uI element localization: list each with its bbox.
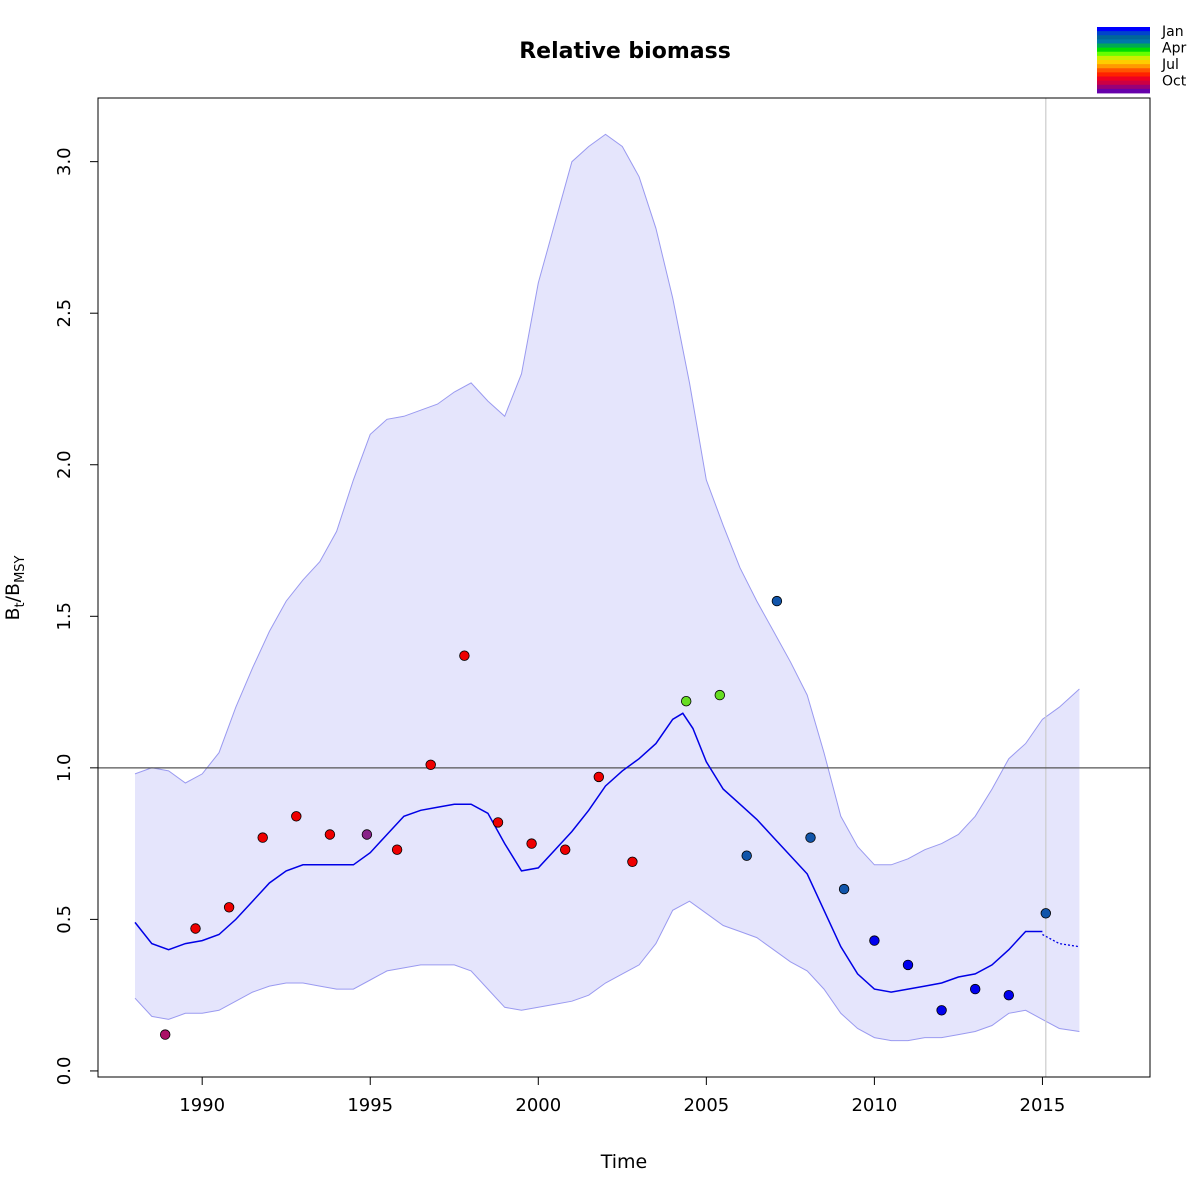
observation-point [325,830,335,840]
observation-point [870,936,880,946]
x-tick-label: 1995 [347,1095,393,1116]
plot-area [98,98,1150,1077]
legend-color-swatch [1097,27,1150,32]
y-axis: 0.0 0.5 1.0 1.5 2.0 2.5 3.0 [54,147,98,1085]
x-axis: 1990 1995 2000 2005 2010 2015 [179,1077,1065,1116]
x-tick-label: 2000 [515,1095,561,1116]
observation-point [362,830,372,840]
y-tick-label: 2.5 [54,299,75,328]
legend-color-swatch [1097,35,1150,40]
observation-point [493,818,503,828]
legend-label: Oct [1162,74,1187,90]
observation-point [1004,990,1014,1000]
legend-color-swatch [1097,85,1150,90]
y-tick-label: 2.0 [54,450,75,479]
legend-color-swatch [1097,89,1150,94]
legend-color-swatch [1097,52,1150,57]
x-axis-title: Time [600,1151,648,1173]
legend-color-swatch [1097,31,1150,36]
observation-point [772,596,782,606]
legend-color-swatch [1097,72,1150,77]
chart-title: Relative biomass [519,39,731,64]
observation-point [839,884,849,894]
x-tick-label: 2015 [1020,1095,1066,1116]
y-axis-title-sub-msy: MSY [13,555,28,582]
observation-point [594,772,604,782]
legend-color-swatch [1097,68,1150,73]
y-tick-label: 0.5 [54,905,75,934]
observation-point [258,833,268,843]
legend-color-swatch [1097,56,1150,61]
y-tick-label: 3.0 [54,147,75,176]
x-tick-label: 2010 [851,1095,897,1116]
observation-point [191,924,201,934]
x-tick-label: 1990 [179,1095,225,1116]
observation-point [903,960,913,970]
observation-point [392,845,402,855]
observation-point [460,651,470,661]
observation-point [224,903,234,913]
observation-point [806,833,816,843]
y-axis-title: Bt/BMSY [2,555,28,620]
legend-color-swatch [1097,44,1150,49]
y-axis-title-b: B [2,607,24,620]
legend-color-swatch [1097,64,1150,69]
observation-point [1041,909,1051,919]
legend-color-swatch [1097,81,1150,86]
legend-label: Jul [1161,57,1179,73]
y-axis-title-b2: B [2,583,24,596]
legend-color-swatch [1097,60,1150,65]
legend-color-swatch [1097,48,1150,53]
observation-point [160,1030,170,1040]
confidence-band [135,134,1079,1040]
legend-label: Jan [1161,24,1184,40]
y-tick-label: 1.0 [54,753,75,782]
x-tick-label: 2005 [683,1095,729,1116]
observation-point [715,690,725,700]
observation-point [681,696,691,706]
y-tick-label: 0.0 [54,1057,75,1086]
observation-point [527,839,537,849]
legend-label: Apr [1162,41,1186,57]
observation-point [560,845,570,855]
legend-color-swatch [1097,77,1150,82]
observation-point [742,851,752,861]
observation-point [426,760,436,770]
observation-point [937,1006,947,1016]
observation-point [628,857,638,867]
y-tick-label: 1.5 [54,602,75,631]
observation-point [970,984,980,994]
legend-color-swatch [1097,39,1150,44]
observation-point [292,812,302,822]
